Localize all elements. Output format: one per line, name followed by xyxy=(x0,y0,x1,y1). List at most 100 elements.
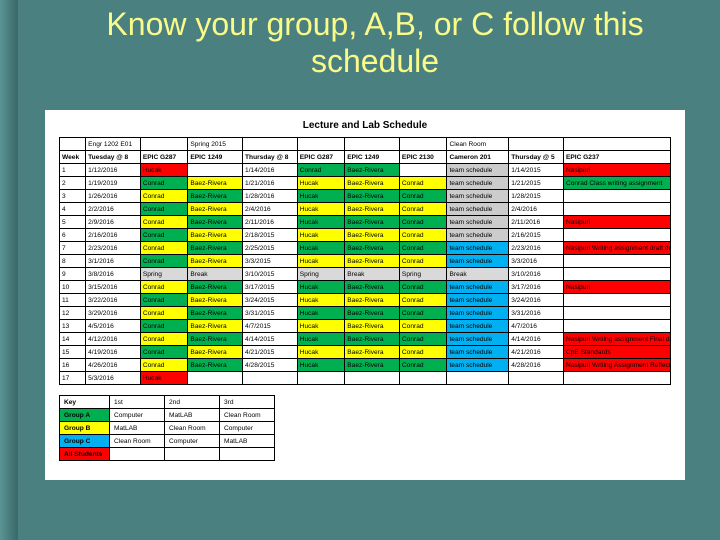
table-cell: 3/3/2015 xyxy=(243,255,298,268)
table-cell: Spring xyxy=(297,268,345,281)
table-cell: 4/12/2016 xyxy=(86,333,141,346)
table-cell: 2/23/2016 xyxy=(86,242,141,255)
table-cell: 17 xyxy=(60,372,86,385)
key-cell: Clean Room xyxy=(220,409,275,422)
table-row: 21/19/2019ConradBaez-Rivera1/21/2016Huca… xyxy=(60,177,671,190)
table-cell: Baez-Rivera xyxy=(188,255,243,268)
hdr-g237: EPIC G237 xyxy=(563,151,670,164)
table-cell: Baez-Rivera xyxy=(188,281,243,294)
key-cell xyxy=(220,448,275,461)
table-cell: team schedule xyxy=(447,229,509,242)
table-cell: team schedule xyxy=(447,164,509,177)
table-cell: Conrad xyxy=(399,229,447,242)
table-cell: team schedule xyxy=(447,203,509,216)
table-cell: Conrad xyxy=(399,190,447,203)
table-row: 42/2/2016ConradBaez-Rivera2/4/2016HucakB… xyxy=(60,203,671,216)
table-cell xyxy=(563,255,670,268)
table-cell: 13 xyxy=(60,320,86,333)
table-cell: team schedule xyxy=(447,359,509,372)
table-cell xyxy=(297,372,345,385)
table-cell: Baez-Rivera xyxy=(188,320,243,333)
table-cell: Conrad xyxy=(140,346,188,359)
card-title: Lecture and Lab Schedule xyxy=(59,120,671,131)
table-cell: 2/4/2016 xyxy=(243,203,298,216)
table-cell xyxy=(563,372,670,385)
table-cell xyxy=(563,294,670,307)
table-cell xyxy=(563,229,670,242)
table-cell: 14 xyxy=(60,333,86,346)
table-cell: Baez-Rivera xyxy=(188,203,243,216)
table-cell: 6 xyxy=(60,229,86,242)
table-cell: 3/15/2016 xyxy=(86,281,141,294)
table-row: 134/5/2016ConradBaez-Rivera4/7/2015Hucak… xyxy=(60,320,671,333)
table-cell: 3/29/2016 xyxy=(86,307,141,320)
table-cell: team schedule xyxy=(447,294,509,307)
table-cell: Conrad xyxy=(399,281,447,294)
table-row: 154/19/2016ConradBaez-Rivera4/21/2015Huc… xyxy=(60,346,671,359)
table-cell: Hucak xyxy=(297,177,345,190)
table-cell xyxy=(509,372,564,385)
table-cell: Baez-Rivera xyxy=(188,359,243,372)
table-cell: 1/21/2016 xyxy=(243,177,298,190)
table-row: 144/12/2016ConradBaez-Rivera4/14/2015Huc… xyxy=(60,333,671,346)
table-cell: 2/16/2015 xyxy=(509,229,564,242)
table-cell xyxy=(563,190,670,203)
key-cell xyxy=(110,448,165,461)
table-cell: Break xyxy=(447,268,509,281)
table-cell: Spring xyxy=(140,268,188,281)
table-cell: Baez-Rivera xyxy=(345,203,400,216)
table-cell: Conrad xyxy=(140,242,188,255)
table-cell: 2/25/2015 xyxy=(243,242,298,255)
table-cell: 1/14/2016 xyxy=(243,164,298,177)
table-cell: Baez-Rivera xyxy=(188,294,243,307)
table-cell: Conrad xyxy=(399,333,447,346)
table-cell: Conrad xyxy=(140,307,188,320)
table-cell: 2 xyxy=(60,177,86,190)
table-cell: Conrad xyxy=(399,242,447,255)
table-cell: team schedule xyxy=(447,333,509,346)
key-cell: Computer xyxy=(165,435,220,448)
table-cell: Break xyxy=(188,268,243,281)
key-row: Group BMatLABClean RoomComputer xyxy=(60,422,275,435)
table-cell: 1/21/2015 xyxy=(509,177,564,190)
cleanroom-label: Clean Room xyxy=(447,138,509,151)
table-cell: 2/9/2016 xyxy=(86,216,141,229)
table-cell: 10 xyxy=(60,281,86,294)
table-cell: Conrad xyxy=(399,177,447,190)
table-cell: Nasipuri xyxy=(563,164,670,177)
key-cell: MatLAB xyxy=(110,422,165,435)
table-cell: 1/12/2016 xyxy=(86,164,141,177)
table-cell: Nasipuri xyxy=(563,281,670,294)
table-cell: 4/14/2015 xyxy=(243,333,298,346)
table-cell: Baez-Rivera xyxy=(345,177,400,190)
table-row: 72/23/2016ConradBaez-Rivera2/25/2015Huca… xyxy=(60,242,671,255)
table-cell: Hucak xyxy=(297,216,345,229)
key-cell: MatLAB xyxy=(220,435,275,448)
table-cell xyxy=(345,372,400,385)
table-cell: team schedule xyxy=(447,346,509,359)
key-row: Group AComputerMatLABClean Room xyxy=(60,409,275,422)
table-cell: Hucak xyxy=(297,307,345,320)
hdr-thu2: Thursday @ 5 xyxy=(509,151,564,164)
table-cell: Baez-Rivera xyxy=(345,281,400,294)
table-row: 11/12/2016Hucak1/14/2016ConradBaez-River… xyxy=(60,164,671,177)
table-cell: Hucak xyxy=(297,255,345,268)
table-cell: 3/22/2016 xyxy=(86,294,141,307)
table-cell: Baez-Rivera xyxy=(345,229,400,242)
key-cell: Clean Room xyxy=(110,435,165,448)
table-cell: Baez-Rivera xyxy=(345,164,400,177)
table-cell xyxy=(563,268,670,281)
table-cell: 9 xyxy=(60,268,86,281)
key-cell: Computer xyxy=(110,409,165,422)
table-cell: Conrad xyxy=(297,164,345,177)
table-row: 164/26/2016ConradBaez-Rivera4/28/2015Huc… xyxy=(60,359,671,372)
table-cell: Conrad xyxy=(399,359,447,372)
table-cell: Hucak xyxy=(297,320,345,333)
hdr-g287: EPIC G287 xyxy=(140,151,188,164)
table-cell: 1/14/2015 xyxy=(509,164,564,177)
table-cell: 4 xyxy=(60,203,86,216)
schedule-table: Engr 1202 E01 Spring 2015 Clean Room Wee… xyxy=(59,137,671,385)
table-cell xyxy=(563,203,670,216)
table-row: 62/16/2016ConradBaez-Rivera2/18/2015Huca… xyxy=(60,229,671,242)
table-cell: Conrad xyxy=(399,203,447,216)
